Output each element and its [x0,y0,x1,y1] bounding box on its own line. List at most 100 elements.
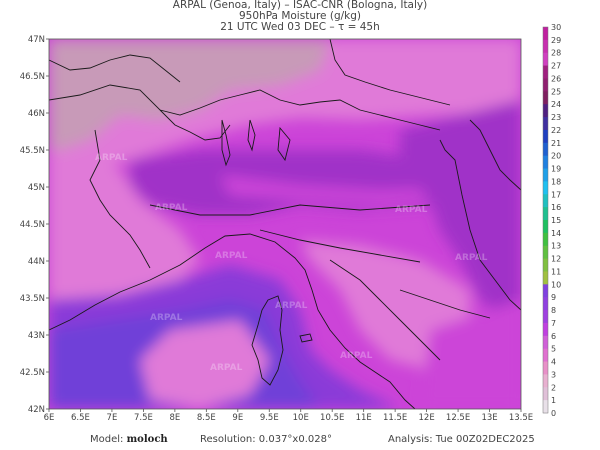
colorbar-segment [543,142,548,157]
colorbar-segment [543,27,548,41]
colorbar-tick: 30 [551,23,561,32]
map-frame [48,38,522,410]
adriatic-coastline [439,139,521,311]
watermark-text: ARPAL [210,363,243,373]
lat-label: 44.5N [20,220,45,230]
longitude-labels: 6E 6.5E 7E 7.5E 8E 8.5E 9E 9.5E 10E 10.5E 11E 11.5E… [44,413,534,423]
colorbar-tick: 27 [551,62,561,71]
lon-label: 11.5E [383,413,407,423]
colorbar-segment [543,91,548,105]
lat-label: 43.5N [20,294,45,304]
colorbar-segment [543,181,548,195]
colorbar-segment [543,374,548,388]
lon-label: 13.5E [509,413,533,423]
watermark-text: ARPAL [340,351,373,361]
zone-pinkwest [49,150,200,300]
lat-label: 45N [28,183,45,193]
watermark-text: ARPAL [275,301,308,311]
zone-southeast [420,300,521,409]
colorbar-segment [543,155,548,170]
colorbar: 3029282726252423222120191817161514131211… [542,23,561,418]
colorbar-tick: 1 [551,396,556,405]
colorbar-tick: 21 [551,139,561,148]
colorbar-tick: 2 [551,383,556,392]
header-line-1: ARPAL (Genoa, Italy) – ISAC-CNR (Bologna… [172,0,428,11]
corsica [251,295,284,386]
colorbar-segment [543,400,548,414]
lon-label: 12.5E [446,413,470,423]
colorbar-tick: 14 [551,229,561,238]
regional-2 [259,229,421,263]
regional-4 [399,289,491,319]
lon-label: 9.5E [260,413,279,423]
latitude-labels: 47N 46.5N 46N 45.5N 45N 44.5N 44N 43.5N 43N 42.5N… [20,35,45,415]
zone-lowgrey [49,39,330,150]
colorbar-tick: 3 [551,370,556,379]
watermark-text: ARPAL [455,253,488,263]
colorbar-tick: 0 [551,409,556,418]
colorbar-segment [543,322,548,337]
lat-label: 46.5N [20,72,45,82]
colorbar-tick: 20 [551,152,561,161]
watermarks: ARPAL ARPAL ARPAL ARPAL ARPAL ARPAL ARPAL ARPAL… [95,153,488,373]
ligurian-coastline [49,233,416,409]
colorbar-segment [543,297,548,311]
regional-3 [329,259,441,361]
lake-1 [221,119,231,167]
zone-lateral [220,175,440,205]
watermark-text: ARPAL [95,153,128,163]
alps-border-1 [49,84,441,131]
colorbar-segment [543,258,548,272]
colorbar-segment [543,207,548,221]
colorbar-segment [543,310,548,324]
header-line-2: 950hPa Moisture (g/kg) [239,10,361,22]
footer-resolution: Resolution: 0.037°x0.028° [200,434,332,445]
lat-label: 43N [28,331,45,341]
footer-model: Model: moloch [90,434,168,445]
zone-tyrrhenian-pink [140,320,270,409]
colorbar-tick: 9 [551,293,556,302]
lat-label: 42.5N [20,368,45,378]
colorbar-tick: 16 [551,203,561,212]
colorbar-segment [543,220,548,234]
swiss-border [49,54,181,83]
austria-border [329,39,451,106]
colorbar-tick: 24 [551,100,561,109]
colorbar-tick: 19 [551,165,561,174]
watermark-text: ARPAL [215,251,248,261]
regional-1 [149,204,431,216]
watermark-text: ARPAL [155,203,188,213]
lon-label: 8E [169,413,180,423]
colorbar-segment [543,39,548,54]
graticule [46,38,522,412]
colorbar-segment [543,194,548,208]
coastlines-borders [49,39,521,409]
colorbar-tick: 5 [551,345,556,354]
colorbar-tick: 7 [551,319,556,328]
colorbar-tick: 15 [551,216,561,225]
colorbar-segment [543,129,548,144]
lat-label: 46N [28,109,45,119]
colorbar-tick: 12 [551,255,561,264]
colorbar-tick: 28 [551,49,561,58]
lake-2 [247,119,256,152]
lat-label: 44N [28,257,45,267]
lake-3 [277,126,291,162]
colorbar-tick: 10 [551,280,561,289]
colorbar-segment [543,271,548,285]
watermark-text: ARPAL [150,313,183,323]
colorbar-tick: 22 [551,126,561,135]
lon-label: 8.5E [197,413,216,423]
colorbar-tick: 4 [551,358,556,367]
colorbar-outline [542,26,549,414]
header-line-3: 21 UTC Wed 03 DEC – τ = 45h [220,21,380,33]
lat-label: 45.5N [20,146,45,156]
lon-label: 12E [419,413,435,423]
colorbar-segment [543,168,548,182]
colorbar-segment [543,65,548,79]
lon-label: 6E [44,413,55,423]
colorbar-tick: 8 [551,306,556,315]
lat-label: 47N [28,35,45,45]
colorbar-segment [543,361,548,375]
